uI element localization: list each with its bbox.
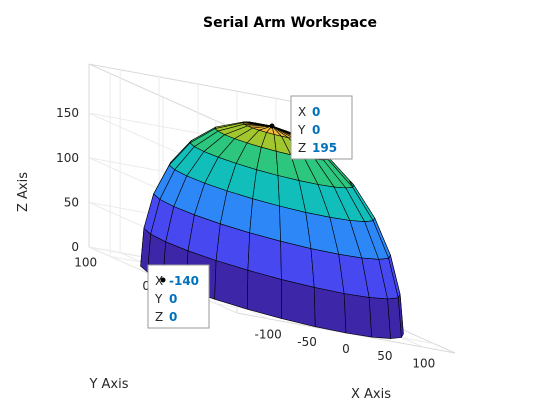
- z-tick-label: 100: [56, 151, 79, 165]
- datatip[interactable]: X 0Y 0Z 195: [269, 95, 353, 160]
- datatip-key: Y: [154, 292, 163, 306]
- z-axis-label: Z Axis: [16, 172, 31, 212]
- z-tick-label: 50: [64, 195, 79, 209]
- datatip-value: 195: [312, 141, 337, 155]
- datatip-key: Z: [155, 310, 163, 324]
- z-tick-label: 150: [56, 106, 79, 120]
- datatip[interactable]: X -140 Y 0Z 0: [147, 264, 210, 329]
- datatip-marker: [269, 123, 275, 129]
- datatip-value: -140: [169, 274, 199, 288]
- surface-patch: [343, 293, 373, 338]
- x-tick-label: -50: [297, 335, 317, 349]
- datatip-marker: [160, 277, 166, 283]
- surface-patch: [364, 220, 389, 260]
- datatip-key: Z: [298, 141, 306, 155]
- datatip-box: [147, 264, 210, 329]
- datatip-value: 0: [169, 292, 177, 306]
- chart-title: Serial Arm Workspace: [203, 15, 377, 31]
- datatip-key: X: [298, 105, 306, 119]
- x-tick-label: 100: [412, 356, 435, 370]
- y-tick-label: 0: [142, 279, 150, 293]
- datatip-key: Y: [297, 123, 306, 137]
- y-axis-label: Y Axis: [88, 377, 128, 392]
- x-tick-label: 0: [342, 342, 350, 356]
- y-tick-label: 100: [74, 255, 97, 269]
- hemisphere-surface: [140, 121, 404, 339]
- x-axis-label: X Axis: [351, 387, 391, 402]
- surface-patch: [368, 297, 391, 339]
- x-tick-label: -100: [255, 328, 282, 342]
- datatip-value: 0: [312, 123, 320, 137]
- box-edge: [88, 63, 238, 131]
- x-tick-label: 50: [377, 349, 392, 363]
- surface-patch: [313, 286, 347, 334]
- z-tick-label: 0: [71, 240, 79, 254]
- datatip-value: 0: [312, 105, 320, 119]
- datatip-box: [290, 95, 353, 160]
- datatip-key: X: [155, 274, 163, 288]
- datatip-value: 0: [169, 310, 177, 324]
